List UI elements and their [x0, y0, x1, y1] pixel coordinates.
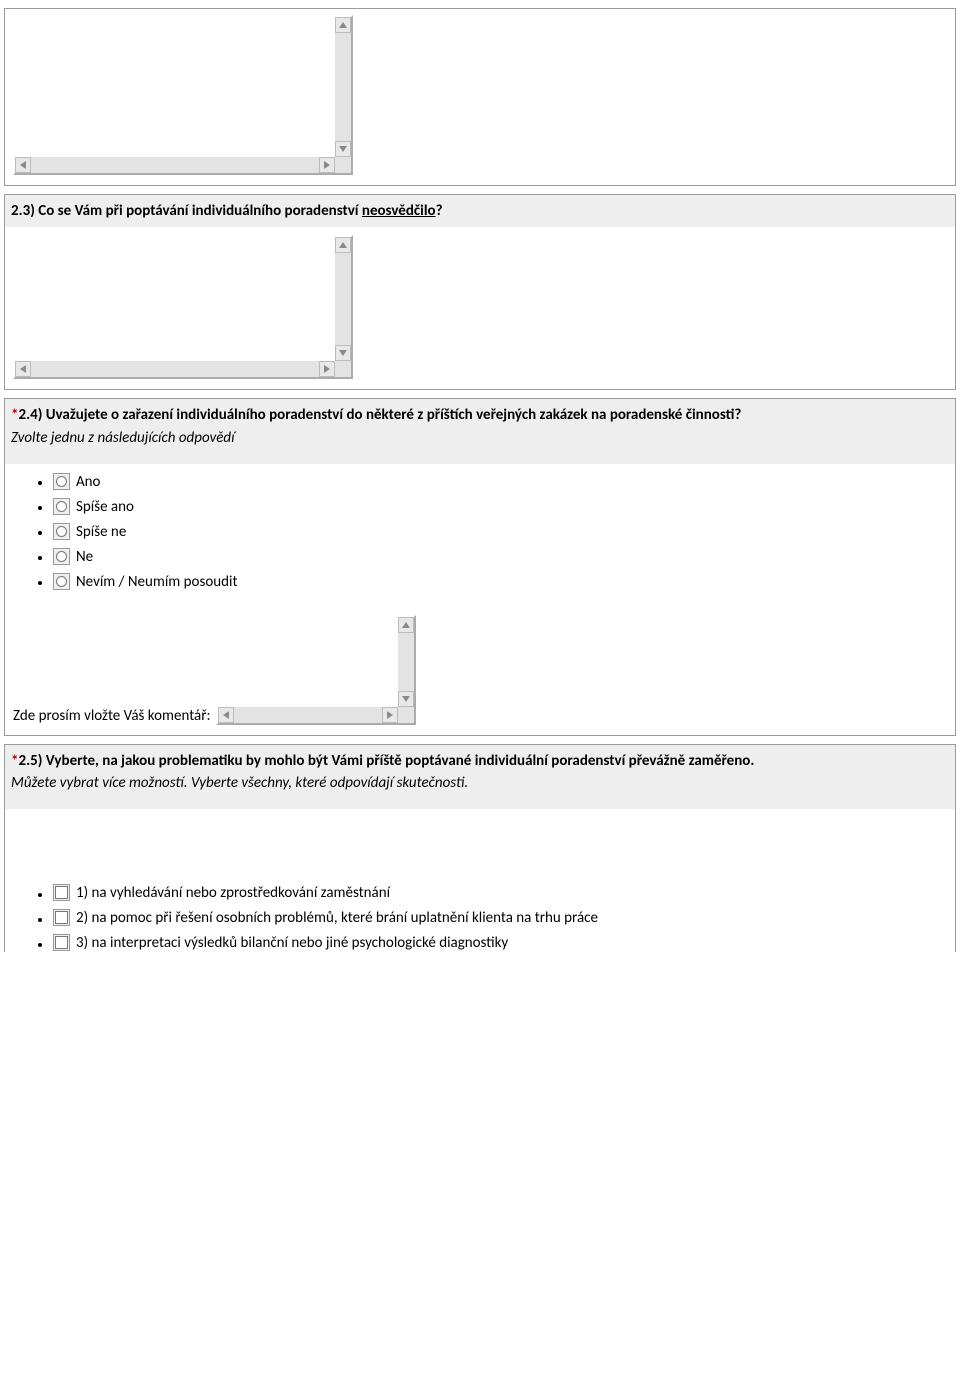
q2-4-option: Spíše ne	[53, 522, 947, 541]
q2-4-title: 2.4) Uvažujete o zařazení individuálního…	[18, 406, 741, 424]
q2-4-option-label: Ano	[76, 472, 100, 491]
q2-5-option: 1) na vyhledávání nebo zprostředkování z…	[53, 883, 947, 902]
scroll-corner	[335, 361, 351, 377]
q2-3-header: 2.3) Co se Vám při poptávání individuáln…	[5, 195, 955, 227]
q2-5-option-label: 2) na pomoc při řešení osobních problémů…	[76, 908, 598, 927]
radio-icon[interactable]	[53, 573, 70, 590]
q2-3-title-underlined: neosvědčilo	[362, 202, 436, 220]
q2-4-header: *2.4) Uvažujete o zařazení individuálníh…	[5, 399, 955, 464]
scrollbar-horizontal[interactable]	[15, 361, 335, 377]
scroll-right-icon[interactable]	[382, 707, 398, 723]
radio-icon[interactable]	[53, 473, 70, 490]
radio-icon[interactable]	[53, 498, 70, 515]
q2-4-options: Ano Spíše ano Spíše ne Ne Nevím / Ne	[13, 472, 947, 591]
q-prev-answer-section	[4, 8, 956, 186]
scrollbar-horizontal[interactable]	[15, 157, 335, 173]
q2-4-option: Spíše ano	[53, 497, 947, 516]
scroll-left-icon[interactable]	[218, 707, 234, 723]
q2-5-option-label: 3) na interpretaci výsledků bilanční neb…	[76, 933, 508, 952]
scrollbar-vertical[interactable]	[335, 237, 351, 361]
textarea-q2-4-comment[interactable]	[216, 615, 416, 725]
q2-4-option: Nevím / Neumím posoudit	[53, 572, 947, 591]
q2-4-option: Ano	[53, 472, 947, 491]
q2-4-option-label: Spíše ne	[76, 522, 126, 541]
scroll-left-icon[interactable]	[15, 157, 31, 173]
radio-icon[interactable]	[53, 548, 70, 565]
scroll-corner	[398, 707, 414, 723]
scroll-corner	[335, 157, 351, 173]
q2-5-section: *2.5) Vyberte, na jakou problematiku by …	[4, 744, 956, 953]
checkbox-icon[interactable]	[53, 884, 70, 901]
q2-5-options: 1) na vyhledávání nebo zprostředkování z…	[13, 883, 947, 952]
checkbox-icon[interactable]	[53, 909, 70, 926]
q2-3-title-suffix: ?	[436, 202, 443, 220]
scrollbar-horizontal[interactable]	[218, 707, 398, 723]
scroll-right-icon[interactable]	[319, 157, 335, 173]
q2-3-title-prefix: 2.3) Co se Vám při poptávání individuáln…	[11, 202, 362, 220]
q2-4-option: Ne	[53, 547, 947, 566]
scroll-up-icon[interactable]	[335, 237, 351, 253]
q2-5-option: 3) na interpretaci výsledků bilanční neb…	[53, 933, 947, 952]
scrollbar-vertical[interactable]	[335, 17, 351, 157]
scroll-up-icon[interactable]	[398, 617, 414, 633]
scroll-left-icon[interactable]	[15, 361, 31, 377]
scroll-down-icon[interactable]	[335, 141, 351, 157]
radio-icon[interactable]	[53, 523, 70, 540]
q2-5-instruction-2: Vyberte všechny, které odpovídají skuteč…	[188, 774, 469, 792]
q2-4-option-label: Spíše ano	[76, 497, 134, 516]
textarea-prev[interactable]	[13, 15, 353, 175]
checkbox-icon[interactable]	[53, 934, 70, 951]
q2-4-option-label: Nevím / Neumím posoudit	[76, 572, 237, 591]
textarea-q2-3[interactable]	[13, 235, 353, 379]
q2-4-comment-label: Zde prosím vložte Váš komentář:	[13, 707, 210, 725]
scroll-down-icon[interactable]	[335, 345, 351, 361]
q2-5-option-label: 1) na vyhledávání nebo zprostředkování z…	[76, 883, 390, 902]
q2-4-comment-row: Zde prosím vložte Váš komentář:	[13, 615, 947, 725]
q2-4-instruction: Zvolte jednu z následujících odpovědí	[11, 428, 949, 448]
q2-3-section: 2.3) Co se Vám při poptávání individuáln…	[4, 194, 956, 390]
q2-5-option: 2) na pomoc při řešení osobních problémů…	[53, 908, 947, 927]
q2-4-option-label: Ne	[76, 547, 93, 566]
q2-5-title: 2.5) Vyberte, na jakou problematiku by m…	[18, 752, 754, 770]
scroll-right-icon[interactable]	[319, 361, 335, 377]
scrollbar-vertical[interactable]	[398, 617, 414, 707]
q2-4-section: *2.4) Uvažujete o zařazení individuálníh…	[4, 398, 956, 736]
q2-5-instruction-1: Můžete vybrat více možností.	[11, 774, 188, 792]
q2-5-header: *2.5) Vyberte, na jakou problematiku by …	[5, 745, 955, 810]
scroll-up-icon[interactable]	[335, 17, 351, 33]
scroll-down-icon[interactable]	[398, 691, 414, 707]
